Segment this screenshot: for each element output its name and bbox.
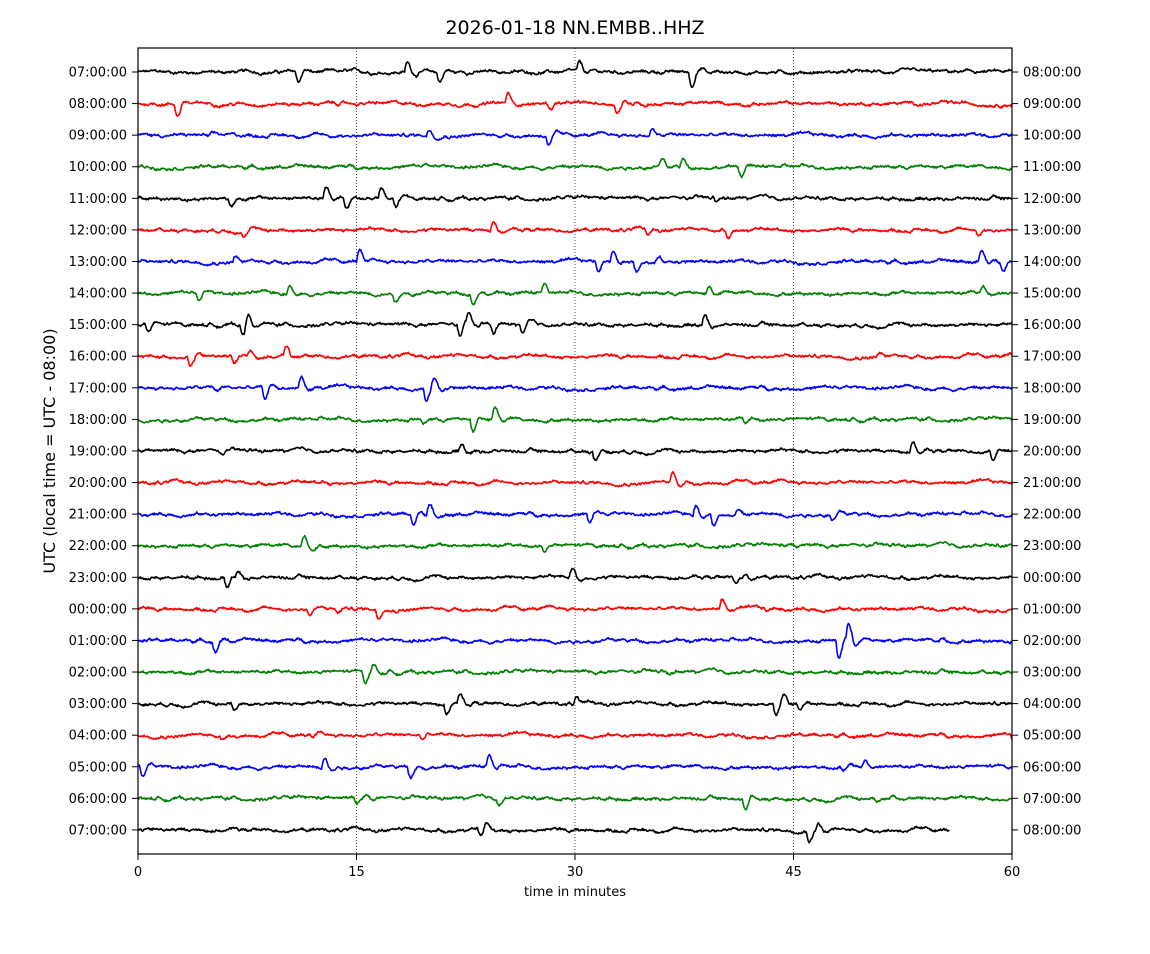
trace-row-17 xyxy=(137,598,1013,620)
trace-row-20 xyxy=(137,693,1013,717)
trace-row-8 xyxy=(137,312,1013,337)
trace-row-23 xyxy=(137,793,1013,811)
y-tick-label-left: 15:00:00 xyxy=(69,318,127,333)
y-tick-label-right: 01:00:00 xyxy=(1023,602,1081,617)
y-ticks: 07:00:00 08:00:00 08:00:00 09:00:00 09:00:00… xyxy=(69,66,1082,839)
trace-row-21 xyxy=(137,730,1013,741)
x-tick-label: 45 xyxy=(785,865,802,880)
y-tick-label-left: 12:00:00 xyxy=(69,223,127,238)
y-tick-label-right: 20:00:00 xyxy=(1023,444,1081,459)
y-tick-label-left: 14:00:00 xyxy=(69,287,127,302)
y-tick-label-left: 21:00:00 xyxy=(69,508,127,523)
trace-row-12 xyxy=(137,441,1013,462)
y-tick-label-right: 16:00:00 xyxy=(1023,318,1081,333)
y-tick-label-right: 08:00:00 xyxy=(1023,823,1081,838)
y-tick-label-left: 05:00:00 xyxy=(69,760,127,775)
y-tick-label-right: 21:00:00 xyxy=(1023,476,1081,491)
y-tick-label-right: 04:00:00 xyxy=(1023,697,1081,712)
y-tick-label-right: 12:00:00 xyxy=(1023,192,1081,207)
trace-row-14 xyxy=(137,503,1013,527)
y-tick-label-right: 03:00:00 xyxy=(1023,666,1081,681)
y-tick-label-left: 08:00:00 xyxy=(69,97,127,112)
trace-row-15 xyxy=(137,534,1013,553)
trace-row-4 xyxy=(137,186,1013,209)
trace-row-1 xyxy=(137,91,1013,117)
trace-row-11 xyxy=(137,406,1013,434)
y-tick-label-left: 00:00:00 xyxy=(69,602,127,617)
y-tick-label-right: 09:00:00 xyxy=(1023,97,1081,112)
traces xyxy=(137,59,1013,844)
y-tick-label-left: 20:00:00 xyxy=(69,476,127,491)
y-tick-label-left: 17:00:00 xyxy=(69,381,127,396)
trace-row-22 xyxy=(137,753,1013,780)
trace-row-2 xyxy=(137,128,1013,146)
y-tick-label-right: 11:00:00 xyxy=(1023,160,1081,175)
y-tick-label-right: 06:00:00 xyxy=(1023,760,1081,775)
y-tick-label-left: 07:00:00 xyxy=(69,823,127,838)
y-tick-label-right: 23:00:00 xyxy=(1023,539,1081,554)
y-tick-label-right: 18:00:00 xyxy=(1023,381,1081,396)
trace-row-3 xyxy=(137,157,1013,179)
x-axis-label: time in minutes xyxy=(524,885,626,900)
y-tick-label-right: 07:00:00 xyxy=(1023,792,1081,807)
trace-row-9 xyxy=(137,345,1013,367)
y-tick-label-left: 22:00:00 xyxy=(69,539,127,554)
y-tick-label-right: 14:00:00 xyxy=(1023,255,1081,270)
y-tick-label-left: 11:00:00 xyxy=(69,192,127,207)
y-tick-label-left: 06:00:00 xyxy=(69,792,127,807)
trace-row-16 xyxy=(137,567,1013,589)
trace-row-7 xyxy=(137,282,1013,306)
y-tick-label-left: 07:00:00 xyxy=(69,66,127,81)
y-tick-label-left: 09:00:00 xyxy=(69,129,127,144)
y-axis-label: UTC (local time = UTC - 08:00) xyxy=(40,328,59,573)
trace-row-18 xyxy=(137,622,1013,659)
y-tick-label-right: 19:00:00 xyxy=(1023,413,1081,428)
y-tick-label-left: 04:00:00 xyxy=(69,729,127,744)
y-tick-label-left: 10:00:00 xyxy=(69,160,127,175)
y-tick-label-left: 16:00:00 xyxy=(69,350,127,365)
y-tick-label-left: 02:00:00 xyxy=(69,666,127,681)
trace-row-19 xyxy=(137,663,1013,685)
y-tick-label-left: 19:00:00 xyxy=(69,444,127,459)
y-tick-label-right: 15:00:00 xyxy=(1023,287,1081,302)
y-tick-label-right: 05:00:00 xyxy=(1023,729,1081,744)
trace-row-6 xyxy=(137,248,1013,273)
y-tick-label-left: 18:00:00 xyxy=(69,413,127,428)
x-tick-label: 0 xyxy=(134,865,142,880)
y-tick-label-left: 03:00:00 xyxy=(69,697,127,712)
y-tick-label-right: 08:00:00 xyxy=(1023,66,1081,81)
y-tick-label-right: 00:00:00 xyxy=(1023,571,1081,586)
y-tick-label-left: 01:00:00 xyxy=(69,634,127,649)
trace-row-13 xyxy=(137,471,1013,488)
trace-row-10 xyxy=(137,375,1013,403)
y-tick-label-right: 17:00:00 xyxy=(1023,350,1081,365)
y-tick-label-right: 10:00:00 xyxy=(1023,129,1081,144)
chart-title: 2026-01-18 NN.EMBB..HHZ xyxy=(445,17,704,39)
x-tick-label: 30 xyxy=(567,865,584,880)
x-tick-label: 15 xyxy=(348,865,365,880)
y-tick-label-right: 13:00:00 xyxy=(1023,223,1081,238)
x-ticks: 0 15 30 45 60 xyxy=(134,854,1020,880)
y-tick-label-right: 02:00:00 xyxy=(1023,634,1081,649)
y-tick-label-left: 13:00:00 xyxy=(69,255,127,270)
y-tick-label-left: 23:00:00 xyxy=(69,571,127,586)
trace-row-0 xyxy=(137,59,1013,88)
x-tick-label: 60 xyxy=(1004,865,1021,880)
y-tick-label-right: 22:00:00 xyxy=(1023,508,1081,523)
trace-row-24 xyxy=(137,821,950,844)
trace-row-5 xyxy=(137,221,1013,240)
